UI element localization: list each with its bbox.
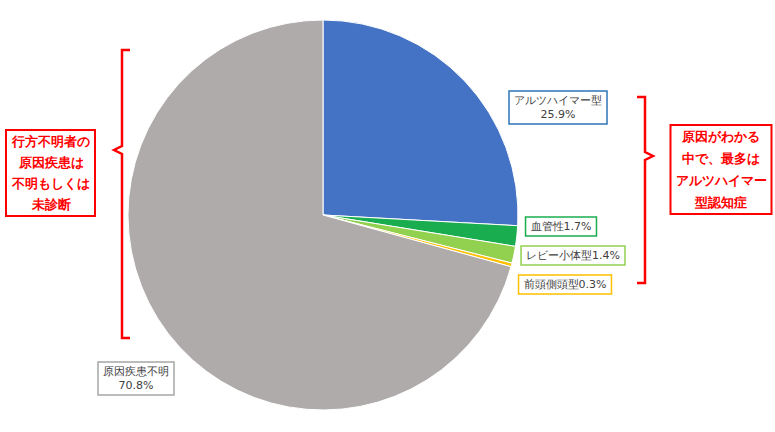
annotation-line: 未診断 xyxy=(31,197,71,212)
label-value: 70.8% xyxy=(119,379,154,392)
data-label-text: アルツハイマー型25.9% xyxy=(514,94,602,121)
label-category: レビー小体型 xyxy=(526,249,592,262)
data-label: 原因疾患不明70.8% xyxy=(98,362,174,395)
annotation-line: 原因疾患は xyxy=(18,155,84,170)
pie-slice xyxy=(128,20,511,410)
label-category: 原因疾患不明 xyxy=(103,365,169,378)
data-label-text: 原因疾患不明70.8% xyxy=(103,365,169,392)
annotation-box xyxy=(671,125,772,214)
annotation-box xyxy=(6,130,95,216)
annotation: 行方不明者の原因疾患は不明もしくは未診断 xyxy=(6,130,95,216)
annotation-line: アルツハイマー xyxy=(676,173,767,188)
label-value: 0.3% xyxy=(579,278,607,291)
data-label-text: 前頭側頭型0.3% xyxy=(524,278,607,291)
chart: アルツハイマー型25.9% 血管性1.7% レビー小体型1.4% 前頭側頭型0.3% 原… xyxy=(0,0,775,432)
bracket xyxy=(114,50,130,338)
data-labels: アルツハイマー型25.9% 血管性1.7% レビー小体型1.4% 前頭側頭型0.3% 原… xyxy=(98,91,625,395)
bracket xyxy=(637,97,653,283)
pie-slice xyxy=(323,20,518,226)
annotation-text: 原因がわかる中で、最多はアルツハイマー型認知症 xyxy=(676,129,767,210)
annotation: 原因がわかる中で、最多はアルツハイマー型認知症 xyxy=(671,125,772,214)
label-value: 1.7% xyxy=(564,220,592,233)
data-label: レビー小体型1.4% xyxy=(521,246,625,265)
annotation-line: 中で、最多は xyxy=(682,151,760,166)
data-label: 血管性1.7% xyxy=(526,217,597,236)
annotations: 行方不明者の原因疾患は不明もしくは未診断原因がわかる中で、最多はアルツハイマー型… xyxy=(6,50,772,338)
label-value: 25.9% xyxy=(541,108,576,121)
label-box xyxy=(521,246,625,265)
data-label-text: 血管性1.7% xyxy=(531,220,592,233)
annotation-line: 不明もしくは xyxy=(11,176,90,191)
label-box xyxy=(509,91,607,124)
data-label: 前頭側頭型0.3% xyxy=(519,275,612,294)
annotation-line: 型認知症 xyxy=(694,195,747,210)
data-label: アルツハイマー型25.9% xyxy=(509,91,607,124)
label-box xyxy=(519,275,612,294)
label-category: 血管性 xyxy=(531,220,564,233)
label-box xyxy=(98,362,174,395)
label-category: 前頭側頭型 xyxy=(524,278,579,291)
label-box xyxy=(526,217,597,236)
pie xyxy=(128,20,518,410)
annotation-line: 行方不明者の xyxy=(11,134,90,149)
data-label-text: レビー小体型1.4% xyxy=(526,249,620,262)
label-value: 1.4% xyxy=(592,249,620,262)
annotation-line: 原因がわかる xyxy=(681,129,760,144)
annotation-text: 行方不明者の原因疾患は不明もしくは未診断 xyxy=(11,134,90,212)
label-category: アルツハイマー型 xyxy=(514,94,602,107)
